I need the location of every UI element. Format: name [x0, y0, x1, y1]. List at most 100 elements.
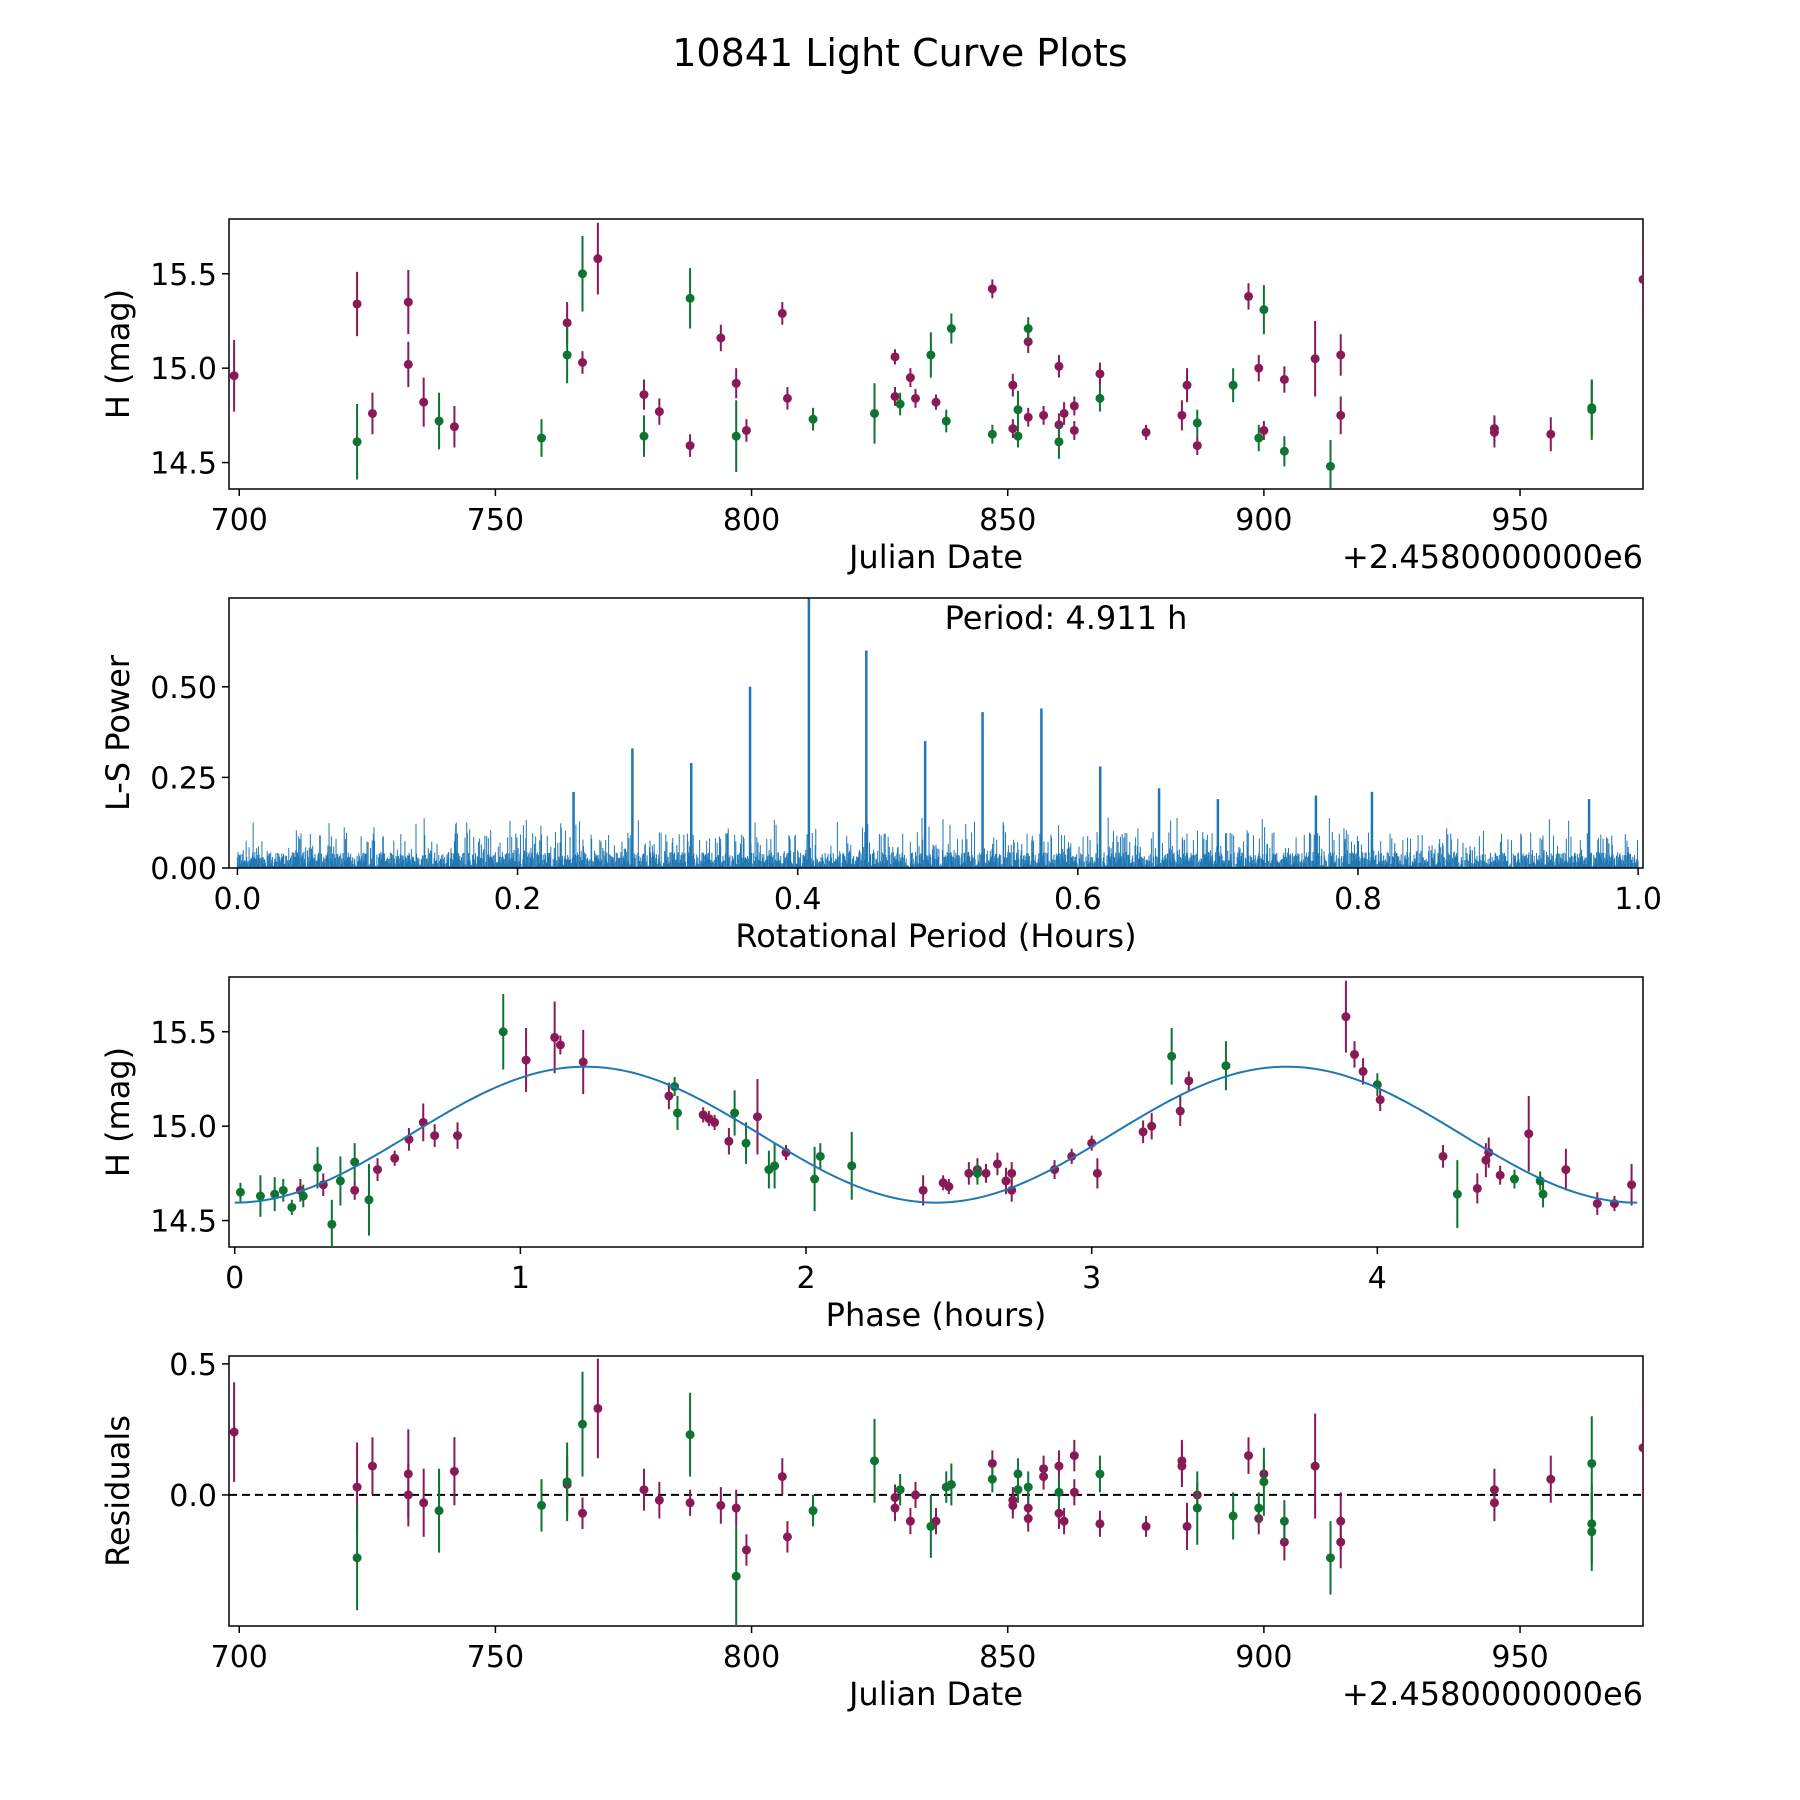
- figure-title: 10841 Light Curve Plots: [672, 31, 1127, 75]
- phased-data-point: [498, 1027, 508, 1037]
- residuals-data-point: [1177, 1461, 1187, 1471]
- lightcurve-data-point: [1023, 337, 1033, 347]
- lightcurve-data-point: [537, 433, 547, 443]
- phased-data-point: [1627, 1180, 1637, 1190]
- residuals-data-point: [1013, 1485, 1023, 1495]
- residuals-data-layer: [229, 1358, 1643, 1626]
- phased-data-point: [672, 1108, 682, 1118]
- residuals-data-point: [419, 1498, 429, 1508]
- residuals-data-point: [578, 1508, 587, 1518]
- residuals-data-point: [1054, 1487, 1064, 1497]
- phased-data-point: [578, 1057, 588, 1067]
- lightcurve-data-point: [419, 397, 429, 407]
- residuals-data-point: [946, 1479, 956, 1489]
- residuals-data-point: [870, 1456, 880, 1466]
- residuals-data-point: [1279, 1516, 1289, 1526]
- phased-data-point: [255, 1191, 265, 1201]
- residuals-data-point: [1023, 1514, 1033, 1524]
- lightcurve-data-point: [1095, 369, 1105, 379]
- lightcurve-data-point: [654, 407, 664, 417]
- residuals-data-point: [562, 1477, 572, 1487]
- phased-data-point: [1001, 1176, 1011, 1186]
- phased-data-point: [373, 1165, 383, 1175]
- phased-data-point: [1438, 1151, 1448, 1161]
- lightcurve-data-point: [946, 324, 956, 334]
- residuals-data-point: [895, 1485, 905, 1495]
- residuals-data-point: [1069, 1451, 1079, 1461]
- lightcurve-data-point: [352, 299, 362, 309]
- lightcurve-data-point: [1023, 412, 1033, 422]
- lightcurve-data-point: [1141, 427, 1151, 437]
- residuals-data-point: [1141, 1521, 1151, 1531]
- phased-data-point: [1495, 1170, 1505, 1180]
- residuals-data-point: [229, 1427, 239, 1437]
- residuals-data-point: [890, 1493, 900, 1503]
- residuals-data-point: [1054, 1508, 1064, 1518]
- periodogram-axes-frame: [228, 597, 1644, 869]
- phased-data-point: [1092, 1168, 1102, 1178]
- lightcurve-data-point: [1259, 425, 1269, 435]
- residuals-data-point: [367, 1461, 377, 1471]
- phased-data-point: [1509, 1174, 1519, 1184]
- residuals-data-point: [716, 1500, 726, 1510]
- residuals-data-point: [639, 1485, 649, 1495]
- phased-data-point: [964, 1168, 974, 1178]
- lightcurve-data-point: [1008, 424, 1018, 434]
- lightcurve-data-point: [931, 397, 941, 407]
- lightcurve-data-point: [403, 297, 413, 307]
- residuals-data-point: [1587, 1458, 1597, 1468]
- phased-data-point: [1221, 1061, 1231, 1071]
- lightcurve-data-point: [741, 425, 751, 435]
- phased-xtick-label: 3: [1082, 1261, 1101, 1296]
- phased-data-point: [350, 1185, 360, 1195]
- residuals-data-point: [1054, 1461, 1064, 1471]
- phased-data-point: [1375, 1095, 1385, 1105]
- residuals-xtick-label: 800: [723, 1640, 780, 1675]
- residuals-data-point: [1059, 1516, 1069, 1526]
- lightcurve-data-point: [777, 308, 787, 318]
- lightcurve-data-point: [367, 408, 377, 418]
- periodogram-xlabel: Rotational Period (Hours): [735, 917, 1136, 955]
- phased-data-point: [972, 1168, 982, 1178]
- residuals-xtick-label: 900: [1235, 1640, 1292, 1675]
- phased-data-point: [752, 1112, 762, 1122]
- residuals-data-point: [1489, 1498, 1499, 1508]
- residuals-data-point: [1336, 1537, 1346, 1547]
- phased-data-point: [327, 1219, 337, 1229]
- residuals-data-point: [777, 1472, 787, 1482]
- lightcurve-xtick-label: 800: [723, 503, 780, 538]
- lightcurve-axes-frame: [228, 218, 1644, 490]
- lightcurve-data-point: [229, 371, 239, 381]
- lightcurve-data-point: [1013, 431, 1023, 441]
- phased-data-point: [1358, 1066, 1368, 1076]
- lightcurve-data-point: [1587, 403, 1597, 413]
- phased-data-point: [724, 1136, 734, 1146]
- lightcurve-data-point: [731, 378, 741, 388]
- phased-data-point: [1184, 1076, 1194, 1086]
- phased-model-curve: [234, 1065, 1638, 1204]
- phased-data-point: [550, 1032, 560, 1042]
- residuals-data-point: [926, 1521, 936, 1531]
- residuals-panel: 700 750 800 850 900 950 0.0 0.5 Julian Date Resid…: [99, 1348, 1644, 1713]
- lightcurve-data-point: [905, 373, 915, 383]
- phased-data-point: [313, 1163, 323, 1173]
- phased-ytick-label: 15.5: [150, 1016, 217, 1051]
- lightcurve-data-point: [1192, 418, 1202, 428]
- residuals-data-point: [449, 1466, 459, 1476]
- lightcurve-ytick-label: 15.5: [150, 258, 217, 293]
- phased-ylabel: H (mag): [99, 1047, 137, 1177]
- lightcurve-data-point: [911, 393, 921, 403]
- residuals-data-point: [685, 1430, 695, 1440]
- residuals-data-point: [1546, 1474, 1556, 1484]
- lightcurve-data-point: [1177, 410, 1187, 420]
- lightcurve-data-point: [782, 393, 792, 403]
- periodogram-xtick-label: 0.8: [1334, 882, 1382, 917]
- residuals-data-point: [1310, 1461, 1320, 1471]
- periodogram-noise: [236, 817, 1639, 868]
- phased-data-point: [453, 1131, 463, 1141]
- residuals-data-point: [905, 1516, 915, 1526]
- lightcurve-data-point: [1259, 305, 1269, 315]
- residuals-data-point: [352, 1482, 362, 1492]
- phased-data-point: [235, 1187, 245, 1197]
- phased-xlabel: Phase (hours): [826, 1296, 1047, 1334]
